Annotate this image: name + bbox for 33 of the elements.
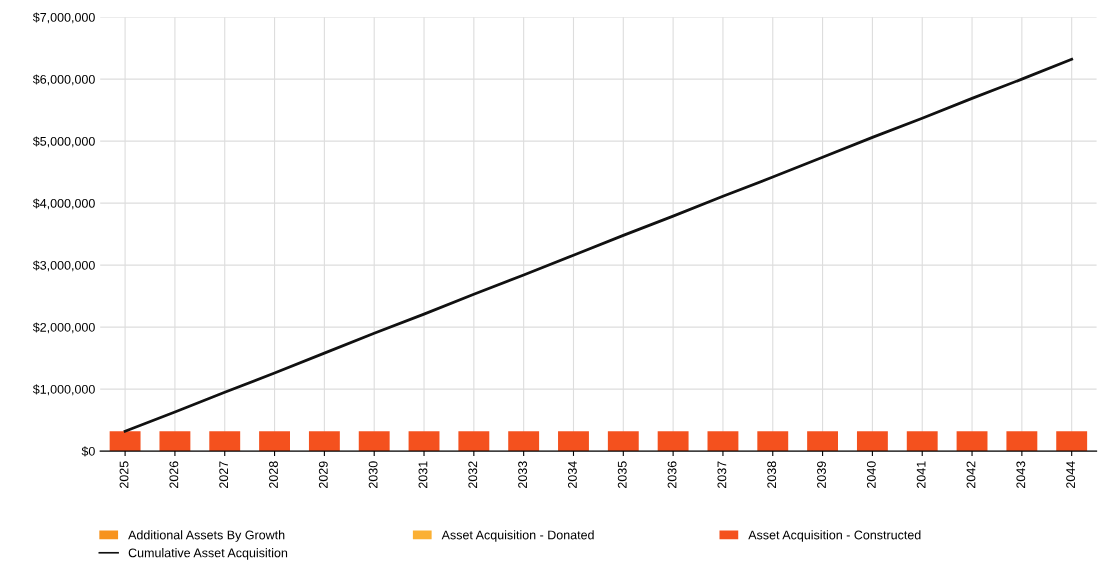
x-tick-label: 2038 (767, 461, 777, 488)
y-tick-label: $6,000,000 (32, 74, 95, 86)
x-tick-label: 2029 (318, 461, 328, 488)
y-tick-label: $7,000,000 (32, 12, 95, 24)
x-tick-label: 2040 (866, 461, 876, 488)
y-tick-label: $1,000,000 (32, 384, 95, 396)
y-tick-label: $5,000,000 (32, 136, 95, 148)
legend-label: Asset Acquisition - Donated (441, 530, 594, 542)
x-tick-label: 2025 (119, 461, 129, 488)
x-tick-label: 2041 (916, 461, 926, 488)
x-tick-label: 2044 (1066, 461, 1076, 488)
legend-label: Asset Acquisition - Constructed (748, 530, 921, 542)
legend-label: Cumulative Asset Acquisition (128, 548, 288, 560)
y-tick-label: $0 (81, 446, 95, 457)
line-series (123, 57, 1074, 433)
x-tick-label: 2031 (418, 461, 428, 488)
x-tick-label: 2034 (567, 461, 577, 488)
x-tick-label: 2037 (717, 461, 727, 488)
x-tick-label: 2027 (219, 461, 229, 488)
legend-label: Additional Assets By Growth (128, 530, 285, 542)
x-tick-label: 2039 (817, 461, 826, 488)
x-tick-label: 2042 (966, 461, 976, 488)
y-tick-label: $4,000,000 (32, 198, 95, 210)
x-tick-label: 2030 (368, 461, 378, 488)
x-tick-label: 2043 (1016, 461, 1026, 488)
x-tick-label: 2036 (667, 461, 677, 488)
x-tick-label: 2035 (617, 461, 627, 488)
y-tick-label: $2,000,000 (32, 322, 95, 334)
x-tick-label: 2028 (269, 461, 278, 488)
x-tick-label: 2026 (169, 461, 179, 488)
x-tick-label: 2033 (518, 461, 528, 488)
y-tick-label: $3,000,000 (32, 260, 95, 272)
x-tick-label: 2032 (468, 461, 478, 488)
